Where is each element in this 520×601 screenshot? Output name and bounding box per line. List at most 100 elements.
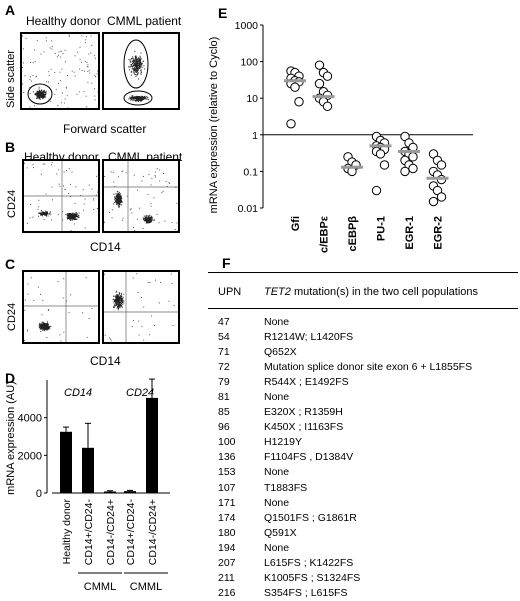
event-dot xyxy=(142,98,143,99)
event-dot xyxy=(133,71,134,72)
event-dot xyxy=(70,196,71,197)
event-dot xyxy=(67,217,68,218)
event-dot xyxy=(41,214,42,215)
event-dot xyxy=(143,307,144,308)
event-dot xyxy=(87,82,88,83)
event-dot xyxy=(118,301,119,302)
upn-cell: 47 xyxy=(218,314,264,329)
event-dot xyxy=(149,222,150,223)
event-dot xyxy=(90,52,91,53)
upn-cell: 180 xyxy=(218,525,264,540)
event-dot xyxy=(118,309,119,310)
event-dot xyxy=(46,194,47,195)
event-dot xyxy=(43,328,44,329)
event-dot xyxy=(131,208,132,209)
event-dot xyxy=(159,169,160,170)
event-dot xyxy=(75,55,76,56)
event-dot xyxy=(38,206,39,207)
event-dot xyxy=(133,60,134,61)
event-dot xyxy=(161,192,162,193)
y-tick-label: 4000 xyxy=(18,413,42,425)
mutation-cell: E320X ; R1359H xyxy=(264,405,472,420)
event-dot xyxy=(143,61,144,62)
event-dot xyxy=(114,303,115,304)
event-dot xyxy=(144,68,145,69)
data-point xyxy=(323,72,331,80)
event-dot xyxy=(48,328,49,329)
event-dot xyxy=(120,200,121,201)
panel-a-ylabel: Side scatter xyxy=(5,50,17,108)
event-dot xyxy=(50,48,51,49)
scatter-c-healthy xyxy=(22,270,100,344)
event-dot xyxy=(150,221,151,222)
event-dot xyxy=(155,177,156,178)
event-dot xyxy=(130,64,131,65)
event-dot xyxy=(140,98,141,99)
event-dot xyxy=(58,214,59,215)
event-dot xyxy=(133,320,134,321)
event-dot xyxy=(77,94,78,95)
event-dot xyxy=(163,191,164,192)
event-dot xyxy=(113,182,114,183)
density-plot xyxy=(22,34,98,108)
bar xyxy=(104,491,116,493)
event-dot xyxy=(123,301,124,302)
panel-label-e: E xyxy=(218,5,227,21)
event-dot xyxy=(31,81,32,82)
event-dot xyxy=(147,221,148,222)
event-dot xyxy=(155,280,156,281)
event-dot xyxy=(140,59,141,60)
event-dot xyxy=(140,70,141,71)
event-dot xyxy=(139,66,140,67)
event-dot xyxy=(39,87,40,88)
panel-a-left-title: Healthy donor xyxy=(26,14,101,28)
event-dot xyxy=(116,196,117,197)
event-dot xyxy=(61,102,62,103)
panel-label-a: A xyxy=(5,2,15,18)
event-dot xyxy=(117,191,118,192)
mutation-cell: R1214W; L1420FS xyxy=(264,329,472,344)
event-dot xyxy=(39,327,40,328)
event-dot xyxy=(75,217,76,218)
event-dot xyxy=(67,75,68,76)
event-dot xyxy=(130,209,131,210)
event-dot xyxy=(169,183,170,184)
event-dot xyxy=(47,327,48,328)
event-dot xyxy=(134,51,135,52)
event-dot xyxy=(123,218,124,219)
event-dot xyxy=(138,72,139,73)
event-dot xyxy=(164,221,165,222)
event-dot xyxy=(122,220,123,221)
event-dot xyxy=(88,66,89,67)
event-dot xyxy=(86,36,87,37)
event-dot xyxy=(155,172,156,173)
upn-cell: 174 xyxy=(218,510,264,525)
event-dot xyxy=(44,219,45,220)
mutation-cell: K1005FS ; S1324FS xyxy=(264,571,472,586)
event-dot xyxy=(40,215,41,216)
bar-chart-d: mRNA expression (AU)020004000CD14Healthy… xyxy=(0,370,200,600)
event-dot xyxy=(173,325,174,326)
event-dot xyxy=(30,93,31,94)
data-point xyxy=(437,193,445,201)
event-dot xyxy=(91,308,92,309)
event-dot xyxy=(89,185,90,186)
x-tick-label: cEBPβ xyxy=(347,216,359,252)
mutation-cell: L615FS ; K1422FS xyxy=(264,556,472,571)
density-plot xyxy=(24,272,98,342)
event-dot xyxy=(159,181,160,182)
event-dot xyxy=(172,283,173,284)
event-dot xyxy=(22,83,23,84)
event-dot xyxy=(63,332,64,333)
event-dot xyxy=(33,75,34,76)
data-point xyxy=(287,120,295,128)
panel-c-ylabel: CD24 xyxy=(6,303,18,331)
event-dot xyxy=(38,200,39,201)
event-dot xyxy=(72,71,73,72)
event-dot xyxy=(131,72,132,73)
event-dot xyxy=(134,69,135,70)
event-dot xyxy=(109,338,110,339)
event-dot xyxy=(54,94,55,95)
